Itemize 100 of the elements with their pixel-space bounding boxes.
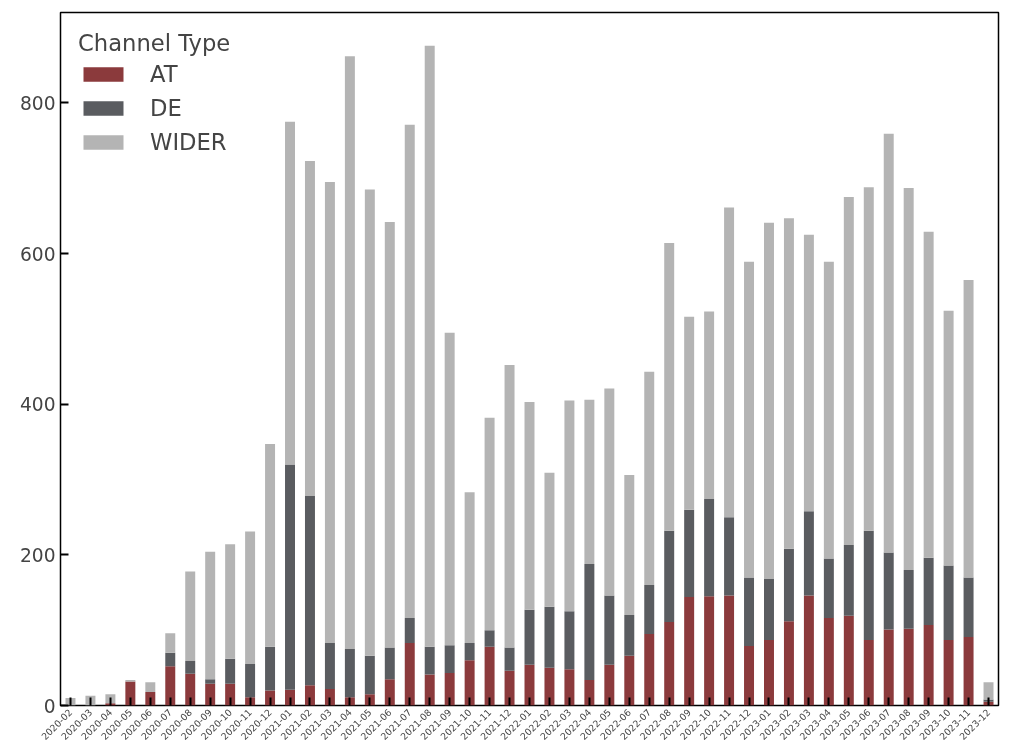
bar	[744, 577, 755, 646]
bar	[883, 552, 894, 630]
bar	[863, 187, 874, 531]
bar	[644, 371, 655, 585]
bar	[943, 565, 954, 640]
bar	[644, 584, 655, 634]
bar	[644, 633, 655, 706]
bar	[424, 674, 435, 706]
bar	[444, 645, 455, 674]
bar	[285, 121, 295, 465]
bar	[664, 243, 675, 531]
bar	[624, 475, 635, 616]
bar	[604, 595, 615, 665]
bar	[424, 646, 435, 675]
bar	[344, 56, 355, 650]
bar	[444, 332, 455, 646]
bar	[903, 569, 914, 629]
bar	[324, 642, 335, 689]
bar	[863, 639, 874, 706]
bar	[464, 660, 475, 706]
bar	[165, 666, 176, 706]
bar	[504, 647, 515, 671]
bar	[304, 160, 315, 497]
bar	[923, 557, 934, 625]
bar	[744, 261, 755, 578]
bar	[504, 670, 515, 706]
bar	[245, 531, 256, 665]
bar	[584, 399, 595, 564]
y-tick-label: 400	[19, 394, 56, 416]
bar	[524, 401, 535, 610]
bar	[664, 530, 675, 622]
bar	[205, 551, 216, 680]
bar	[764, 222, 774, 579]
legend-label: WIDER	[150, 129, 227, 155]
bar	[963, 577, 974, 637]
bar	[903, 628, 914, 706]
bar	[504, 365, 515, 648]
bar	[704, 596, 715, 706]
bar	[125, 681, 136, 706]
bar	[883, 133, 894, 553]
bar	[185, 673, 196, 706]
bar	[225, 683, 236, 706]
bar	[424, 45, 435, 647]
bar	[265, 444, 276, 647]
bar	[684, 316, 695, 510]
bar	[843, 615, 854, 706]
bar	[843, 197, 854, 546]
bar	[404, 618, 415, 643]
bar	[165, 652, 176, 667]
bar	[744, 645, 755, 706]
bar	[364, 655, 375, 695]
bar	[205, 683, 216, 706]
bar	[664, 621, 675, 706]
bar	[604, 664, 615, 706]
bar	[524, 609, 535, 665]
bar	[484, 630, 495, 647]
bar	[165, 633, 176, 653]
bar	[823, 261, 834, 559]
bar	[484, 417, 495, 631]
bar	[564, 669, 575, 706]
bar	[684, 597, 695, 706]
bar	[823, 618, 834, 706]
bar	[584, 679, 595, 706]
bar	[843, 545, 854, 616]
bar	[783, 218, 794, 549]
bar	[883, 629, 894, 706]
y-tick-label: 800	[19, 92, 56, 114]
bar	[923, 624, 934, 706]
bar	[803, 234, 814, 512]
bar	[704, 499, 715, 597]
bar	[544, 472, 555, 607]
legend-label: DE	[150, 95, 182, 121]
bar	[245, 664, 256, 698]
bar	[803, 595, 814, 706]
bar	[544, 667, 555, 706]
bar	[684, 509, 695, 598]
y-tick-label: 200	[19, 544, 56, 566]
bar	[185, 571, 196, 662]
legend-label: AT	[150, 61, 178, 87]
bar	[304, 496, 315, 686]
bar	[803, 511, 814, 596]
bar	[963, 636, 974, 706]
bar	[185, 661, 196, 674]
bar	[783, 621, 794, 706]
bar	[903, 188, 914, 570]
bar	[923, 231, 934, 558]
bar	[225, 544, 236, 659]
bar	[624, 615, 635, 656]
bar	[145, 682, 156, 692]
bar	[225, 658, 236, 684]
legend-title: Channel Type	[78, 30, 231, 56]
bar	[304, 685, 315, 706]
bar	[464, 642, 475, 661]
bar	[404, 124, 415, 619]
bar	[963, 279, 974, 578]
bar	[943, 639, 954, 706]
bar	[384, 679, 395, 706]
bar	[484, 646, 495, 706]
bar	[724, 207, 735, 518]
bar	[544, 606, 555, 668]
